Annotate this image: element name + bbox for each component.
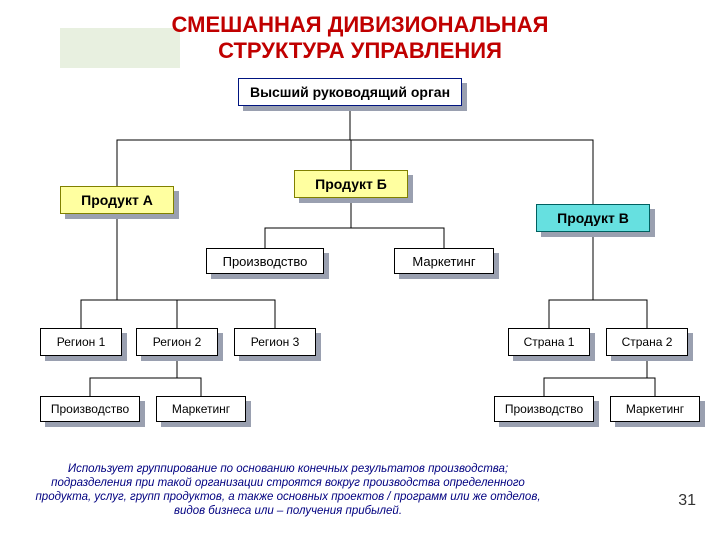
node-proizB: Производство xyxy=(206,248,324,274)
node-prodV: Продукт В xyxy=(536,204,650,232)
page-title: СМЕШАННАЯ ДИВИЗИОНАЛЬНАЯ СТРУКТУРА УПРАВ… xyxy=(0,12,720,64)
footer-text: Использует группирование по основанию ко… xyxy=(28,462,548,518)
title-line-1: СМЕШАННАЯ ДИВИЗИОНАЛЬНАЯ xyxy=(172,12,549,37)
node-ctry1: Страна 1 xyxy=(508,328,590,356)
node-marketC: Маркетинг xyxy=(610,396,700,422)
node-top: Высший руководящий орган xyxy=(238,78,462,106)
node-reg2: Регион 2 xyxy=(136,328,218,356)
node-prodA: Продукт А xyxy=(60,186,174,214)
node-reg3: Регион 3 xyxy=(234,328,316,356)
node-proizR: Производство xyxy=(40,396,140,422)
node-marketR: Маркетинг xyxy=(156,396,246,422)
node-proizC: Производство xyxy=(494,396,594,422)
page-number: 31 xyxy=(678,492,696,510)
node-ctry2: Страна 2 xyxy=(606,328,688,356)
node-reg1: Регион 1 xyxy=(40,328,122,356)
title-line-2: СТРУКТУРА УПРАВЛЕНИЯ xyxy=(218,38,502,63)
node-prodB: Продукт Б xyxy=(294,170,408,198)
node-marketB: Маркетинг xyxy=(394,248,494,274)
